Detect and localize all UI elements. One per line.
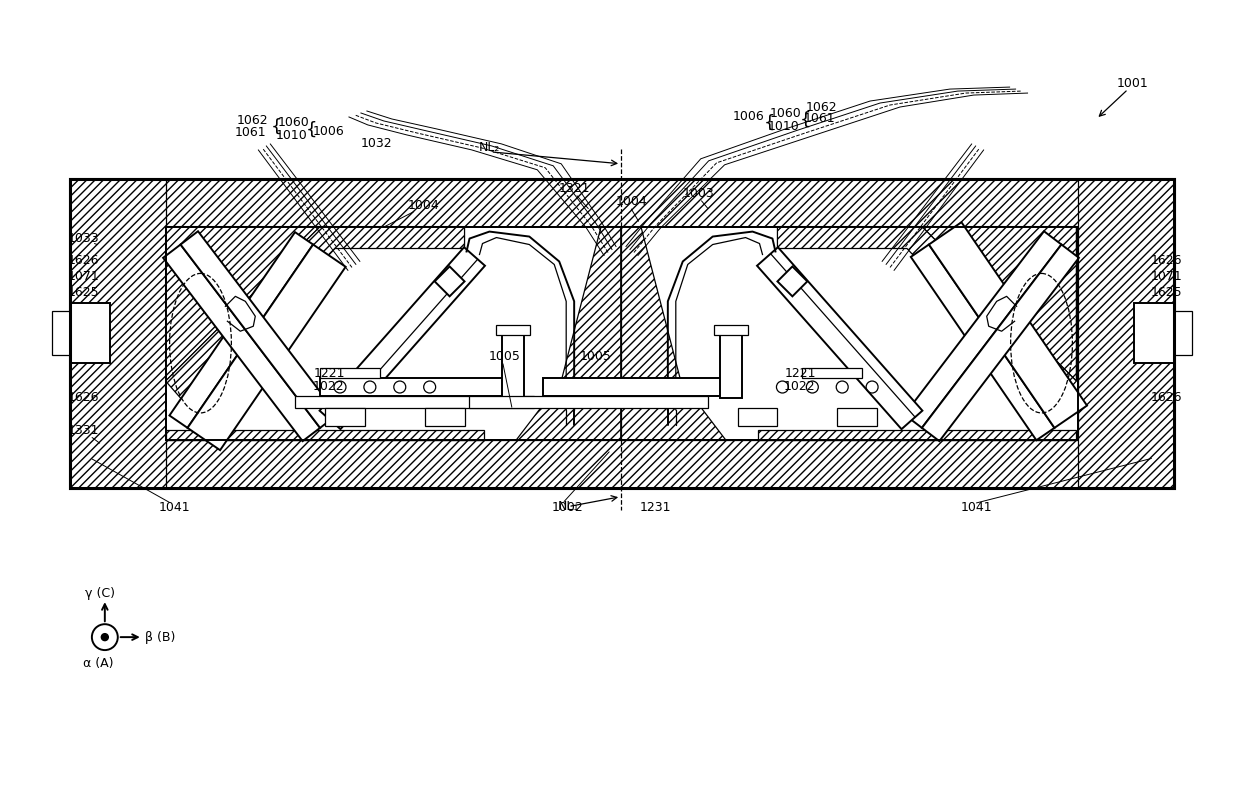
Bar [166, 226, 1079, 440]
Polygon shape [166, 226, 320, 381]
Text: 1331: 1331 [68, 424, 99, 437]
Text: 1626: 1626 [68, 391, 99, 405]
Text: 1001: 1001 [1116, 76, 1148, 90]
Text: 1062: 1062 [237, 115, 268, 127]
Text: 1010: 1010 [275, 130, 308, 142]
Text: {: { [764, 114, 775, 132]
Bar [1174, 311, 1192, 355]
Bar [295, 396, 534, 408]
Bar [469, 396, 708, 408]
Text: 1321: 1321 [558, 182, 590, 195]
Text: 1004: 1004 [408, 199, 439, 212]
Bar [69, 178, 1174, 487]
Text: 1022: 1022 [784, 380, 815, 392]
Text: 1221: 1221 [785, 366, 816, 380]
Text: 1041: 1041 [961, 501, 992, 514]
Text: β (B): β (B) [145, 630, 175, 644]
Bar [802, 368, 862, 378]
Bar [496, 325, 531, 335]
Polygon shape [929, 222, 1087, 428]
Bar [52, 311, 69, 355]
Text: 1626: 1626 [68, 254, 99, 267]
Bar [719, 333, 742, 398]
Text: {: { [306, 121, 317, 139]
Circle shape [102, 634, 108, 641]
Polygon shape [187, 244, 346, 450]
Polygon shape [1079, 178, 1174, 487]
Text: 1060: 1060 [278, 116, 309, 130]
Bar [1135, 303, 1174, 363]
Text: 1006: 1006 [733, 111, 764, 123]
Bar [69, 303, 110, 363]
Text: NL₂: NL₂ [479, 141, 500, 154]
Text: 1002: 1002 [552, 501, 583, 514]
Text: 1005: 1005 [580, 350, 613, 362]
Polygon shape [166, 226, 465, 406]
Polygon shape [69, 440, 1174, 487]
Polygon shape [921, 244, 1079, 441]
Polygon shape [621, 226, 725, 440]
Text: 1626: 1626 [1151, 254, 1183, 267]
Polygon shape [516, 226, 621, 440]
Bar [543, 378, 733, 396]
Polygon shape [69, 178, 1174, 226]
Bar [837, 408, 877, 426]
Bar [325, 408, 365, 426]
Polygon shape [435, 266, 465, 296]
Bar [320, 368, 379, 378]
Text: 1625: 1625 [1151, 286, 1183, 299]
Text: 1032: 1032 [361, 138, 393, 150]
Polygon shape [758, 430, 1076, 440]
Text: NL₁: NL₁ [558, 500, 579, 513]
Polygon shape [170, 232, 312, 428]
Text: {: { [800, 111, 811, 129]
Text: 1005: 1005 [489, 350, 521, 362]
Polygon shape [320, 248, 485, 429]
Text: 1041: 1041 [159, 501, 190, 514]
Polygon shape [911, 244, 1054, 440]
Polygon shape [69, 178, 166, 487]
Text: 1061: 1061 [804, 112, 835, 126]
Polygon shape [904, 231, 1061, 428]
Polygon shape [777, 226, 1076, 406]
Text: {: { [272, 118, 283, 136]
Polygon shape [758, 248, 923, 429]
Bar [166, 226, 1079, 440]
Text: 1071: 1071 [68, 270, 99, 283]
Polygon shape [164, 244, 320, 441]
Polygon shape [921, 226, 1076, 381]
Text: 1231: 1231 [640, 501, 671, 514]
Text: 1022: 1022 [312, 380, 345, 392]
Text: α (A): α (A) [83, 656, 113, 670]
Text: 1010: 1010 [768, 120, 800, 134]
Text: 1062: 1062 [805, 101, 837, 113]
Text: 1004: 1004 [616, 195, 647, 208]
Polygon shape [181, 231, 337, 428]
Bar [502, 333, 525, 398]
Bar [69, 178, 1174, 487]
Polygon shape [777, 266, 807, 296]
Text: 1626: 1626 [1151, 391, 1183, 405]
Text: 1006: 1006 [312, 126, 345, 138]
Text: 1060: 1060 [770, 108, 801, 120]
Bar [738, 408, 777, 426]
Polygon shape [166, 430, 485, 440]
Text: 1071: 1071 [1151, 270, 1183, 283]
Bar [424, 408, 465, 426]
Text: 1221: 1221 [314, 366, 346, 380]
Text: 1061: 1061 [234, 127, 267, 139]
Bar [320, 378, 510, 396]
Text: 1625: 1625 [68, 286, 99, 299]
Bar [714, 325, 748, 335]
Text: 1033: 1033 [68, 232, 99, 245]
Text: 1003: 1003 [683, 187, 714, 200]
Text: γ (C): γ (C) [84, 587, 115, 600]
